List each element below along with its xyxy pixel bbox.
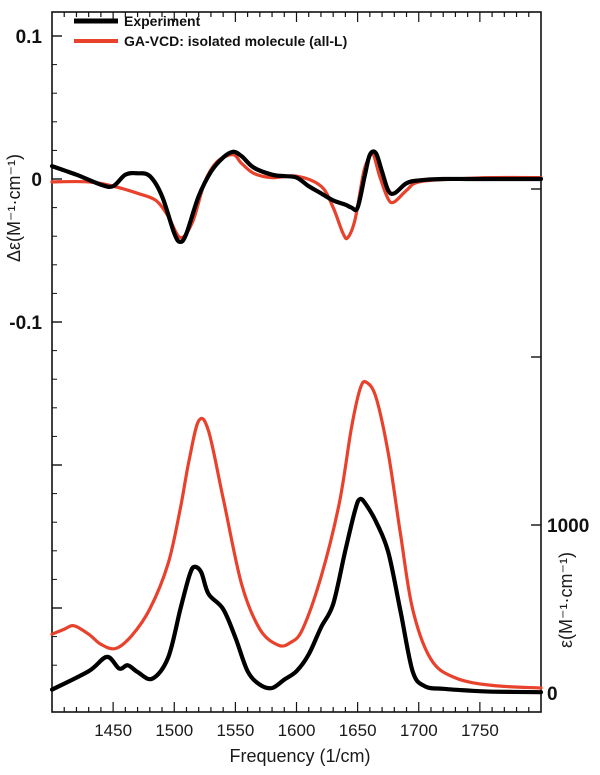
x-tick-label: 1500 [155, 721, 193, 740]
x-tick-label: 1750 [461, 721, 499, 740]
x-tick-label: 1450 [94, 721, 132, 740]
x-tick-label: 1650 [339, 721, 377, 740]
right-tick-label: 0 [547, 684, 558, 705]
left-y-axis-label: Δε(M⁻¹·cm⁻¹) [4, 154, 24, 262]
left-tick-label: 0 [31, 170, 42, 191]
vcd-experiment-line [49, 149, 544, 244]
x-axis: 1450 1500 1550 1600 1650 1700 1750 [63, 12, 530, 740]
right-y-axis-label: ε(M⁻¹·cm⁻¹) [556, 552, 576, 648]
x-axis-label: Frequency (1/cm) [229, 746, 370, 766]
ir-calculated-line [50, 380, 543, 690]
left-tick-label: 0.1 [16, 27, 43, 48]
left-tick-label: -0.1 [9, 313, 42, 334]
vcd-calculated-line [50, 151, 543, 241]
x-tick-label: 1550 [216, 721, 254, 740]
x-tick-label: 1600 [278, 721, 316, 740]
series-group [49, 149, 544, 695]
legend-label-calculated: GA-VCD: isolated molecule (all-L) [124, 33, 347, 49]
plot-frame [51, 11, 542, 713]
right-tick-label: 1000 [547, 516, 589, 537]
legend: Experiment GA-VCD: isolated molecule (all… [74, 13, 347, 49]
plot-border [51, 11, 542, 713]
ir-experiment-line [49, 496, 544, 695]
left-y-axis: 0.1 0 -0.1 [9, 27, 62, 666]
legend-label-experiment: Experiment [124, 13, 201, 29]
x-tick-label: 1700 [400, 721, 438, 740]
